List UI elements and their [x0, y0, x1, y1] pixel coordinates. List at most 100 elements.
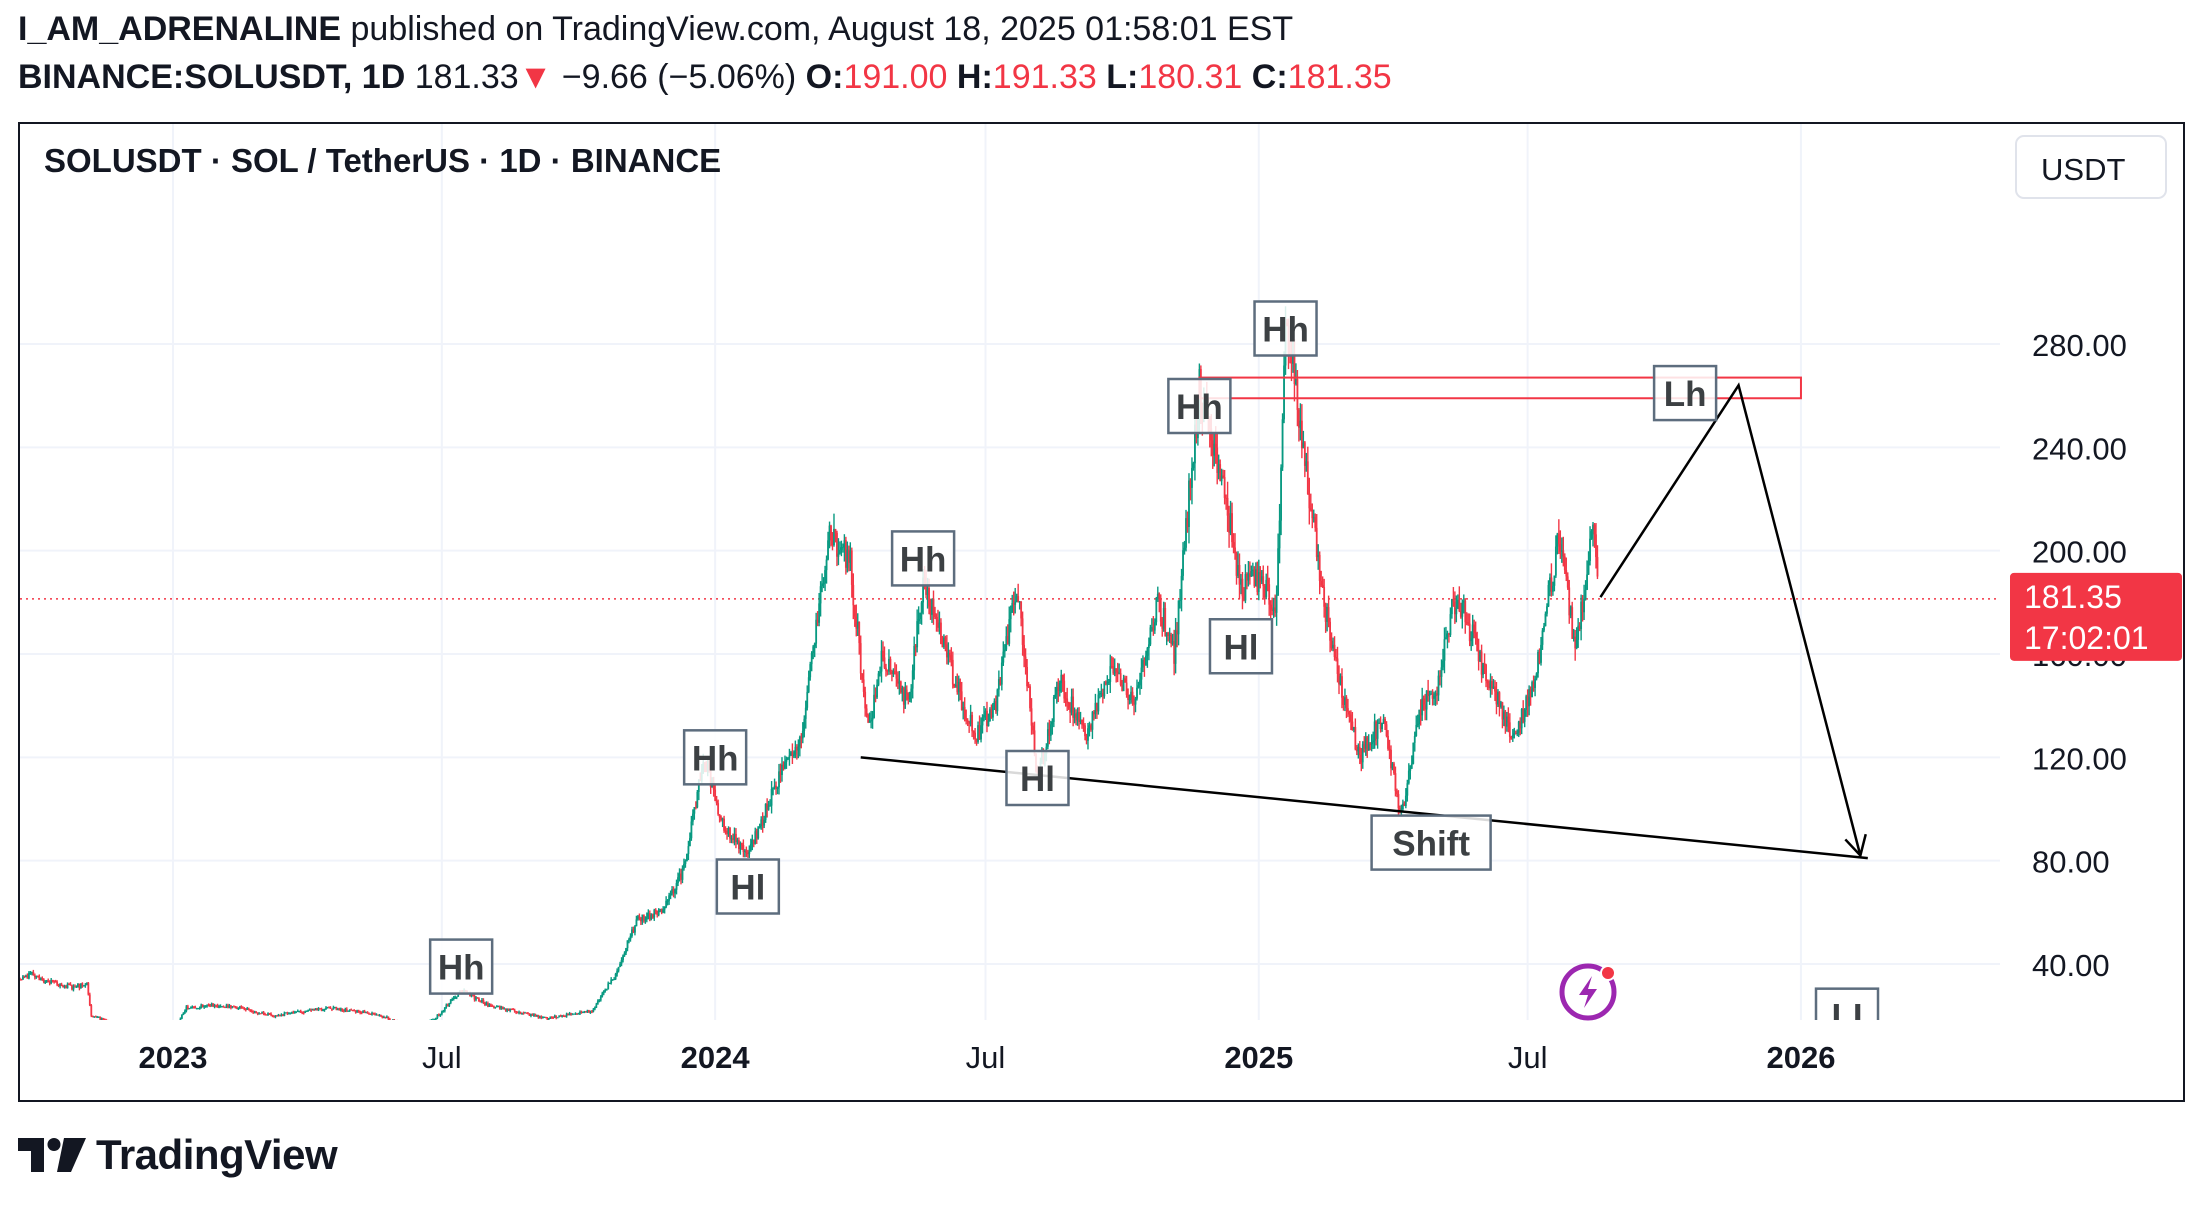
- candle: [1188, 473, 1190, 544]
- candle: [326, 1006, 329, 1009]
- candle: [934, 606, 936, 620]
- candle: [1430, 690, 1433, 695]
- candle: [194, 1005, 197, 1009]
- candle: [812, 645, 815, 660]
- candle: [528, 1013, 531, 1017]
- candle: [335, 1006, 338, 1011]
- candle: [1091, 710, 1094, 739]
- candle: [715, 795, 718, 806]
- candle: [231, 1006, 234, 1009]
- candle: [331, 1008, 333, 1012]
- candle: [262, 1010, 265, 1016]
- candle: [1121, 680, 1124, 692]
- candle: [1256, 561, 1259, 596]
- candle: [1125, 675, 1128, 698]
- candle: [1177, 600, 1180, 646]
- price-chart[interactable]: 40.0080.00120.00160.00200.00240.00280.00…: [20, 124, 2183, 1100]
- candle: [830, 524, 832, 547]
- date-tick-label: 2023: [139, 1040, 208, 1075]
- candle: [1502, 705, 1505, 727]
- candle: [473, 994, 476, 1002]
- candle: [1436, 686, 1438, 705]
- pattern-label: Hh: [1167, 377, 1232, 435]
- candle: [1467, 613, 1470, 626]
- candle: [684, 859, 687, 868]
- candle: [555, 1015, 558, 1020]
- pattern-label: Hh: [1253, 300, 1318, 357]
- candle: [899, 680, 902, 694]
- candle: [171, 1035, 173, 1039]
- candle: [378, 1014, 381, 1017]
- candle: [1379, 716, 1382, 733]
- candle: [258, 1012, 261, 1015]
- candle: [1155, 596, 1158, 626]
- candle: [1259, 566, 1262, 589]
- candle: [1012, 591, 1015, 616]
- candle: [1244, 564, 1247, 604]
- lightning-icon[interactable]: [1559, 963, 1617, 1021]
- candle: [1580, 594, 1583, 641]
- candle: [74, 984, 76, 988]
- candle: [902, 686, 905, 714]
- candle: [864, 686, 867, 717]
- candle: [840, 540, 843, 557]
- candle: [126, 1026, 128, 1029]
- candle: [437, 1013, 440, 1017]
- candle: [84, 983, 87, 988]
- candle: [1139, 672, 1141, 695]
- candle: [32, 969, 35, 976]
- chart-panel[interactable]: 40.0080.00120.00160.00200.00240.00280.00…: [18, 122, 2185, 1102]
- candle: [634, 925, 636, 936]
- candle: [1547, 580, 1550, 608]
- author-name[interactable]: I_AM_ADRENALINE: [18, 10, 342, 48]
- candle: [1587, 551, 1590, 575]
- candle: [1361, 741, 1364, 769]
- candle: [1323, 578, 1326, 618]
- candle: [929, 598, 932, 620]
- tradingview-logo[interactable]: TradingView: [18, 1130, 338, 1180]
- candle: [791, 743, 794, 765]
- symbol-name: BINANCE:SOLUSDT, 1D: [18, 58, 406, 96]
- candle: [1541, 628, 1544, 650]
- candle: [723, 815, 725, 833]
- candle: [1115, 668, 1118, 683]
- candle: [1240, 574, 1242, 595]
- candle: [738, 837, 740, 854]
- candle: [571, 1013, 574, 1016]
- candle: [1150, 618, 1153, 632]
- candle: [1577, 618, 1580, 648]
- candle: [675, 879, 678, 895]
- candle: [862, 669, 865, 698]
- svg-text:Hl: Hl: [1020, 760, 1055, 799]
- candle: [1171, 633, 1174, 646]
- candle: [986, 701, 988, 733]
- candle: [1357, 743, 1360, 759]
- candle: [181, 1014, 183, 1020]
- candle: [283, 1011, 286, 1017]
- currency-button[interactable]: USDT: [2015, 135, 2167, 199]
- candle: [865, 704, 868, 718]
- candle: [1271, 597, 1274, 616]
- candle: [1055, 681, 1058, 704]
- candle: [513, 1008, 516, 1013]
- candle: [1113, 658, 1116, 677]
- candle: [625, 947, 627, 955]
- candle: [822, 577, 825, 589]
- candle: [806, 685, 809, 711]
- candle: [1211, 432, 1214, 469]
- candle: [265, 1014, 268, 1016]
- candle: [391, 1019, 394, 1020]
- candle: [1330, 632, 1333, 651]
- candle: [601, 991, 604, 998]
- candle: [1363, 736, 1366, 753]
- candle: [745, 846, 748, 858]
- candle: [135, 1029, 137, 1032]
- bar-countdown: 17:02:01: [2024, 620, 2149, 656]
- candle: [255, 1010, 258, 1014]
- candle: [638, 913, 641, 921]
- candle: [1406, 779, 1409, 802]
- candle: [1396, 788, 1398, 798]
- candle: [178, 1022, 180, 1026]
- candle: [284, 1012, 287, 1014]
- candle: [547, 1017, 550, 1020]
